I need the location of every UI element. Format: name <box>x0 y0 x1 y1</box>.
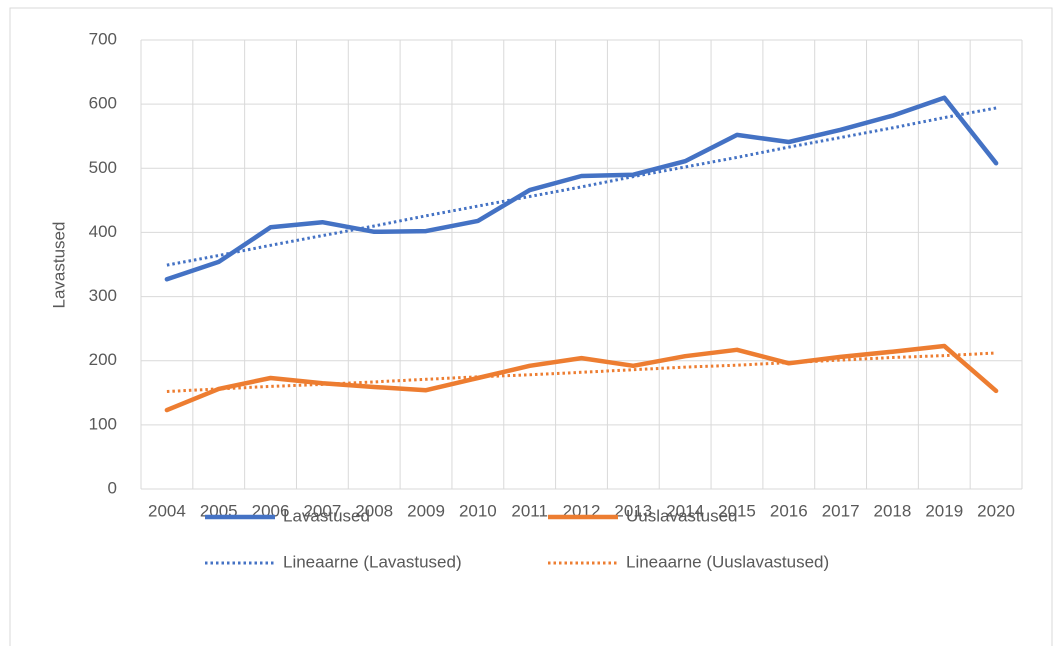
y-tick-label: 400 <box>89 222 117 241</box>
x-tick-label: 2016 <box>770 501 808 520</box>
legend-label: Lavastused <box>283 506 370 525</box>
y-tick-label: 300 <box>89 286 117 305</box>
series-line <box>164 95 999 282</box>
y-tick-label: 0 <box>108 478 117 497</box>
x-tick-label: 2019 <box>925 501 963 520</box>
y-tick-label: 100 <box>89 414 117 433</box>
x-tick-label: 2011 <box>511 501 548 520</box>
x-tick-label: 2015 <box>718 501 756 520</box>
y-tick-label: 700 <box>89 29 117 48</box>
y-tick-label: 500 <box>89 158 117 177</box>
x-tick-label: 2008 <box>355 501 393 520</box>
x-tick-label: 2010 <box>459 501 497 520</box>
x-tick-label: 2017 <box>822 501 860 520</box>
series-line <box>164 343 999 413</box>
x-tick-label: 2018 <box>874 501 912 520</box>
y-tick-label: 600 <box>89 94 117 113</box>
y-axis-label: Lavastused <box>49 222 68 309</box>
chart-border <box>9 7 1053 646</box>
x-tick-label: 2020 <box>977 501 1015 520</box>
x-tick-label: 2007 <box>303 501 341 520</box>
legend-label: Lineaarne (Lavastused) <box>283 552 462 571</box>
x-tick-label: 2014 <box>666 501 704 520</box>
x-tick-label: 2004 <box>148 501 186 520</box>
trend-line <box>166 351 997 393</box>
y-tick-label: 200 <box>89 350 117 369</box>
legend-label: Lineaarne (Uuslavastused) <box>626 552 829 571</box>
x-tick-label: 2013 <box>614 501 652 520</box>
x-tick-label: 2009 <box>407 501 445 520</box>
legend-label: Uuslavastused <box>626 506 738 525</box>
